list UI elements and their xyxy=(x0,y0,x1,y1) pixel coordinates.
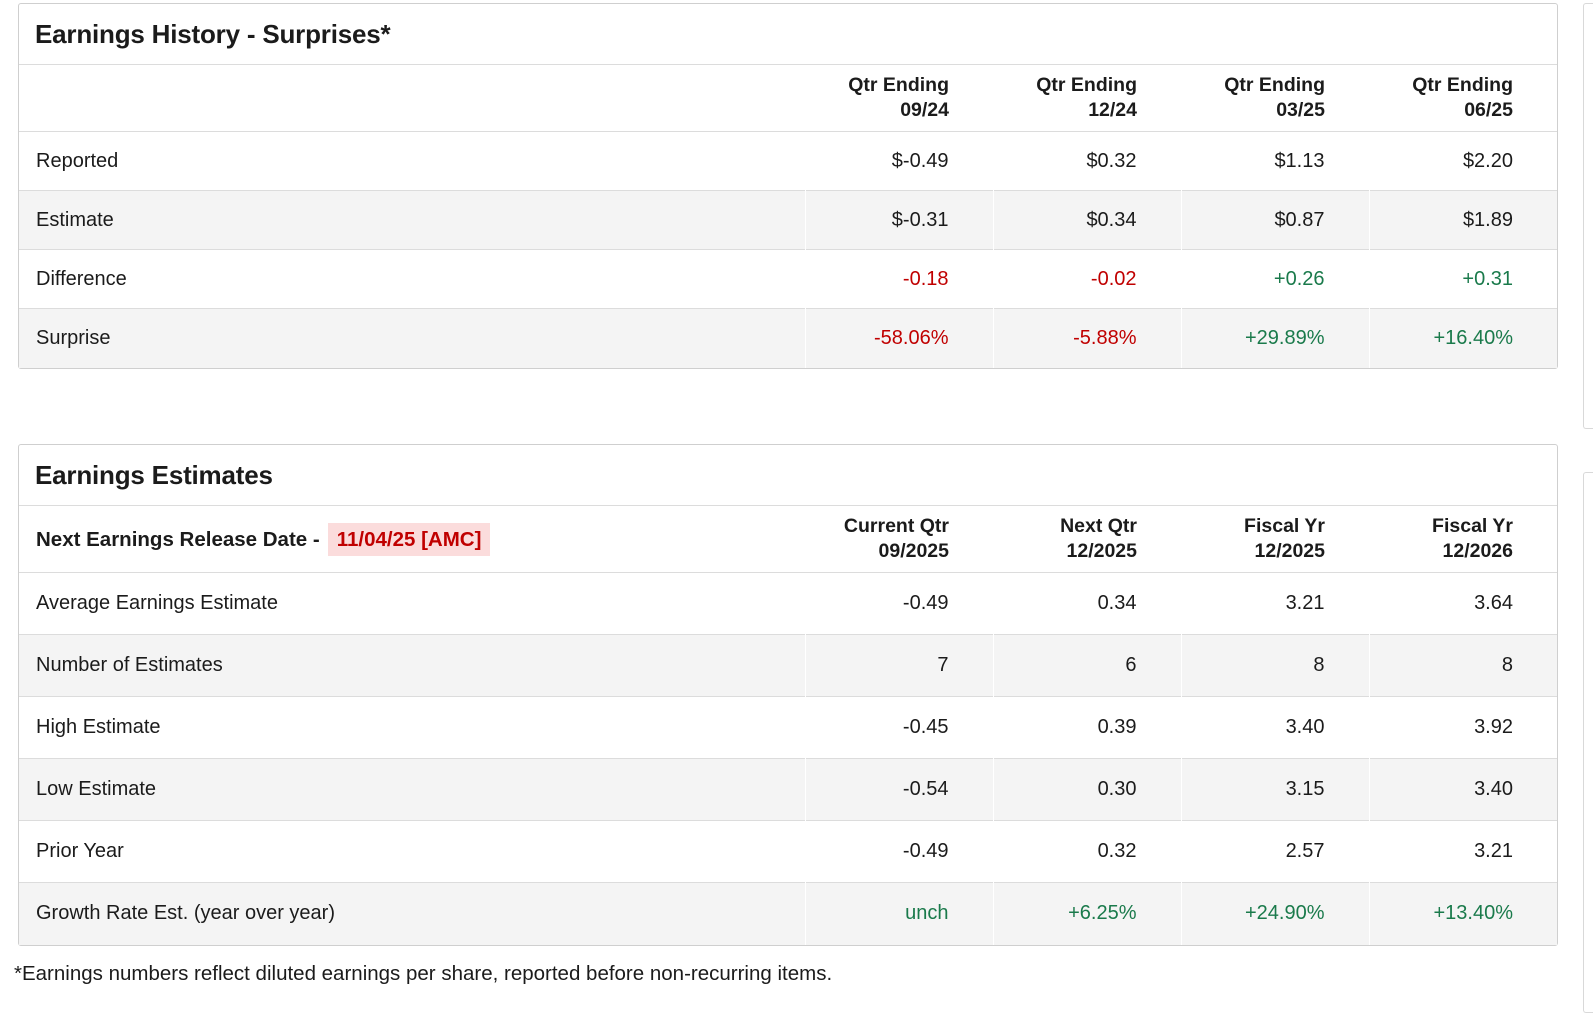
table-row-growth-rate: Growth Rate Est. (year over year) unch +… xyxy=(19,882,1557,945)
row-label: Low Estimate xyxy=(19,758,805,821)
table-row-difference: Difference -0.18 -0.02 +0.26 +0.31 xyxy=(19,249,1557,309)
earnings-estimates-title: Earnings Estimates xyxy=(19,445,1557,506)
value-cell: $1.13 xyxy=(1180,131,1369,191)
table-row-reported: Reported $-0.49 $0.32 $1.13 $2.20 xyxy=(19,131,1557,191)
value-cell: -58.06% xyxy=(804,308,993,368)
column-header-qtr-0625: Qtr Ending 06/25 xyxy=(1412,74,1513,121)
value-cell: +24.90% xyxy=(1180,882,1369,945)
row-label: Reported xyxy=(19,131,805,191)
earnings-history-panel: Earnings History - Surprises* Qtr Ending… xyxy=(18,3,1558,369)
row-label: Number of Estimates xyxy=(19,634,805,697)
column-header-current-qtr: Current Qtr 09/2025 xyxy=(843,515,949,562)
value-cell: 0.30 xyxy=(992,758,1181,821)
value-cell: 8 xyxy=(1368,634,1557,697)
value-cell: 3.92 xyxy=(1368,696,1557,759)
value-cell: -0.49 xyxy=(804,820,993,883)
header-row: Next Earnings Release Date - 11/04/25 [AM… xyxy=(19,506,1557,573)
row-label: Growth Rate Est. (year over year) xyxy=(19,882,805,945)
value-cell: 3.15 xyxy=(1180,758,1369,821)
value-cell: -5.88% xyxy=(992,308,1181,368)
value-cell: -0.02 xyxy=(992,249,1181,309)
table-row-average-estimate: Average Earnings Estimate -0.49 0.34 3.2… xyxy=(19,572,1557,635)
earnings-footnote: *Earnings numbers reflect diluted earnin… xyxy=(14,962,833,985)
value-cell: 7 xyxy=(804,634,993,697)
release-date-value: 11/04/25 [AMC] xyxy=(327,522,491,556)
value-cell: 3.21 xyxy=(1368,820,1557,883)
value-cell: +0.31 xyxy=(1368,249,1557,309)
release-date-label: Next Earnings Release Date - xyxy=(36,527,320,551)
value-cell: 3.40 xyxy=(1180,696,1369,759)
earnings-estimates-panel: Earnings Estimates Next Earnings Release… xyxy=(18,444,1558,946)
column-header-fiscal-yr-2026: Fiscal Yr 12/2026 xyxy=(1432,515,1513,562)
value-cell: +13.40% xyxy=(1368,882,1557,945)
value-cell: $0.34 xyxy=(992,190,1181,250)
next-earnings-release: Next Earnings Release Date - 11/04/25 [AM… xyxy=(19,506,805,573)
value-cell: +6.25% xyxy=(992,882,1181,945)
value-cell: 0.32 xyxy=(992,820,1181,883)
row-label: Difference xyxy=(19,249,805,309)
earnings-history-table: Qtr Ending 09/24 Qtr Ending 12/24 Qtr En… xyxy=(19,65,1557,368)
table-row-surprise: Surprise -58.06% -5.88% +29.89% +16.40% xyxy=(19,308,1557,368)
value-cell: +0.26 xyxy=(1180,249,1369,309)
row-label: Prior Year xyxy=(19,820,805,883)
value-cell: 6 xyxy=(992,634,1181,697)
row-label: Average Earnings Estimate xyxy=(19,572,805,635)
value-cell: +16.40% xyxy=(1368,308,1557,368)
table-row-estimate: Estimate $-0.31 $0.34 $0.87 $1.89 xyxy=(19,190,1557,250)
value-cell: $0.87 xyxy=(1180,190,1369,250)
value-cell: $1.89 xyxy=(1368,190,1557,250)
column-header-qtr-0325: Qtr Ending 03/25 xyxy=(1224,74,1325,121)
value-cell: $-0.49 xyxy=(804,131,993,191)
row-label: High Estimate xyxy=(19,696,805,759)
value-cell: 8 xyxy=(1180,634,1369,697)
value-cell: 2.57 xyxy=(1180,820,1369,883)
adjacent-panel-edge-bottom xyxy=(1583,472,1593,1013)
header-row: Qtr Ending 09/24 Qtr Ending 12/24 Qtr En… xyxy=(19,65,1557,132)
row-label: Estimate xyxy=(19,190,805,250)
value-cell: 0.39 xyxy=(992,696,1181,759)
value-cell: $0.32 xyxy=(992,131,1181,191)
value-cell: 3.40 xyxy=(1368,758,1557,821)
column-header-fiscal-yr-2025: Fiscal Yr 12/2025 xyxy=(1244,515,1325,562)
value-cell: -0.54 xyxy=(804,758,993,821)
column-header-next-qtr: Next Qtr 12/2025 xyxy=(1060,515,1137,562)
value-cell: 3.64 xyxy=(1368,572,1557,635)
value-cell: 0.34 xyxy=(992,572,1181,635)
value-cell: -0.45 xyxy=(804,696,993,759)
table-row-low-estimate: Low Estimate -0.54 0.30 3.15 3.40 xyxy=(19,758,1557,821)
row-label: Surprise xyxy=(19,308,805,368)
table-row-high-estimate: High Estimate -0.45 0.39 3.40 3.92 xyxy=(19,696,1557,759)
value-cell: +29.89% xyxy=(1180,308,1369,368)
value-cell: $2.20 xyxy=(1368,131,1557,191)
value-cell: -0.49 xyxy=(804,572,993,635)
value-cell: unch xyxy=(804,882,993,945)
column-header-qtr-0924: Qtr Ending 09/24 xyxy=(848,74,949,121)
earnings-history-title: Earnings History - Surprises* xyxy=(19,4,1557,65)
earnings-estimates-table: Next Earnings Release Date - 11/04/25 [AM… xyxy=(19,506,1557,945)
adjacent-panel-edge-top xyxy=(1583,3,1593,429)
value-cell: -0.18 xyxy=(804,249,993,309)
table-row-number-of-estimates: Number of Estimates 7 6 8 8 xyxy=(19,634,1557,697)
table-row-prior-year: Prior Year -0.49 0.32 2.57 3.21 xyxy=(19,820,1557,883)
header-spacer xyxy=(19,65,805,132)
value-cell: $-0.31 xyxy=(804,190,993,250)
value-cell: 3.21 xyxy=(1180,572,1369,635)
column-header-qtr-1224: Qtr Ending 12/24 xyxy=(1036,74,1137,121)
